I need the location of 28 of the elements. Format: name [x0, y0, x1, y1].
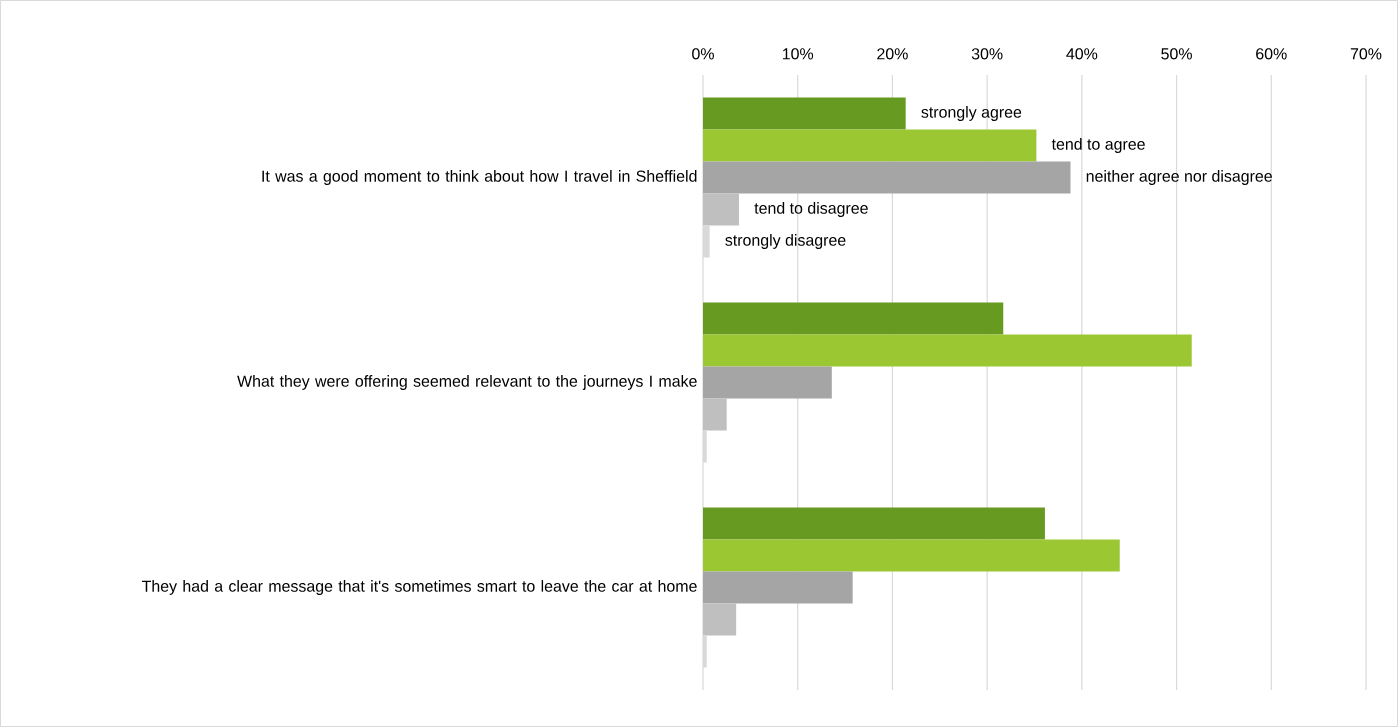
series-label: tend to agree	[1051, 138, 1145, 153]
bar	[703, 334, 1192, 367]
bar	[703, 507, 1045, 540]
x-tick-label: 0%	[692, 48, 714, 60]
x-tick-label: 40%	[1066, 48, 1098, 60]
bar	[703, 129, 1037, 162]
x-tick-label: 10%	[782, 48, 814, 60]
series-label: strongly agree	[921, 106, 1022, 121]
bar	[703, 97, 906, 130]
series-label: strongly disagree	[725, 234, 846, 249]
y-tick-label: They had a clear message that it's sometimes smart to leave the car at home	[141, 580, 697, 595]
bar	[703, 539, 1120, 572]
bar	[703, 398, 727, 431]
x-tick-label: 60%	[1256, 48, 1287, 60]
bar	[703, 161, 1071, 194]
x-tick-label: 20%	[877, 48, 908, 60]
y-tick-label: It was a good moment to think about how I travel in Sheffield	[262, 170, 697, 185]
series-label: neither agree nor disagree	[1086, 170, 1272, 185]
bar	[703, 603, 737, 636]
y-tick-label: What they were offering seemed relevant to the journeys I make	[237, 375, 697, 390]
bar	[703, 193, 739, 226]
series-label: tend to disagree	[754, 202, 868, 217]
bar	[703, 302, 1004, 335]
x-tick-label: 50%	[1161, 48, 1192, 60]
bar	[703, 366, 832, 399]
x-tick-label: 30%	[971, 48, 1003, 60]
bar	[703, 571, 853, 604]
x-tick-label: 70%	[1350, 48, 1382, 60]
